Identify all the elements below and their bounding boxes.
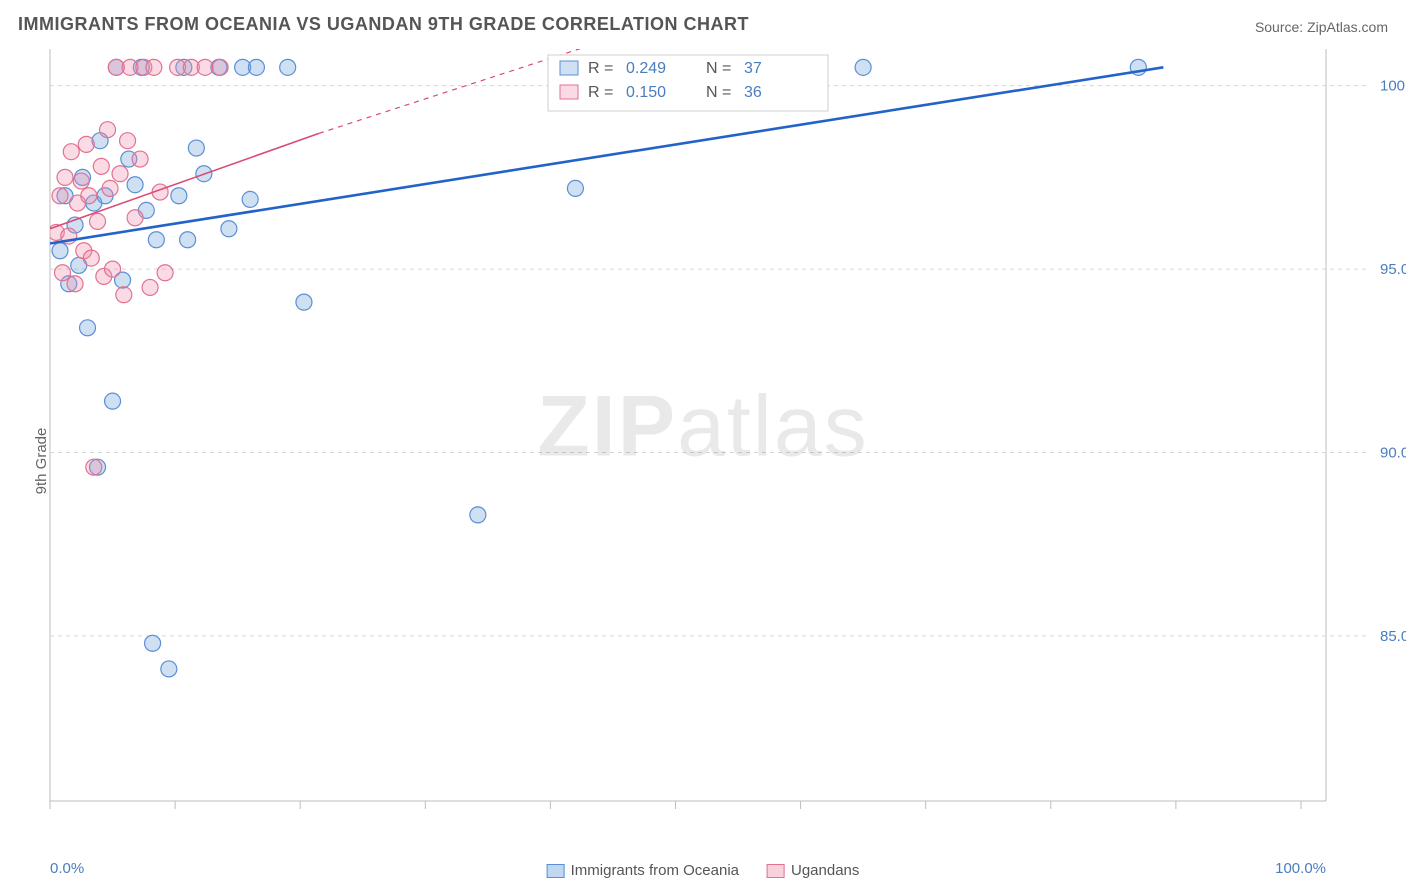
x-max-label: 100.0% [1275, 860, 1326, 877]
svg-text:R =: R = [588, 60, 613, 77]
svg-text:36: 36 [744, 84, 762, 101]
correlation-chart: 85.0% 90.0% 95.0% 100.0% R = 0.249 N = 37 R = 0.1… [0, 41, 1406, 841]
x-min-label: 0.0% [50, 860, 84, 877]
svg-text:N =: N = [706, 84, 731, 101]
x-axis-end-labels: 0.0% 100.0% [0, 860, 1406, 877]
source-label: Source: ZipAtlas.com [1255, 19, 1388, 35]
y-axis-label: 9th Grade [33, 428, 50, 495]
svg-text:95.0%: 95.0% [1380, 261, 1406, 278]
svg-text:0.249: 0.249 [626, 60, 666, 77]
svg-text:100.0%: 100.0% [1380, 78, 1406, 95]
svg-text:90.0%: 90.0% [1380, 445, 1406, 462]
svg-text:37: 37 [744, 60, 762, 77]
chart-title: IMMIGRANTS FROM OCEANIA VS UGANDAN 9TH G… [18, 14, 749, 35]
svg-text:85.0%: 85.0% [1380, 628, 1406, 645]
svg-text:R =: R = [588, 84, 613, 101]
svg-text:0.150: 0.150 [626, 84, 666, 101]
svg-text:N =: N = [706, 60, 731, 77]
